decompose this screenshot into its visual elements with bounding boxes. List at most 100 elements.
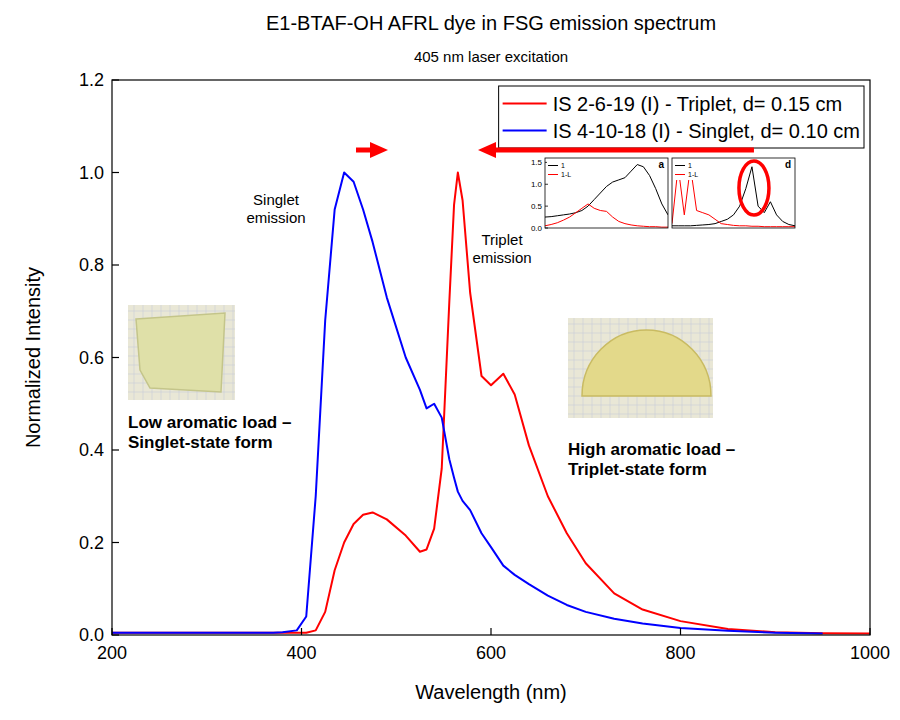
photo-grid bbox=[134, 305, 135, 400]
sample-photo bbox=[128, 305, 235, 400]
legend-swatch bbox=[503, 130, 547, 132]
arrow-head bbox=[370, 142, 388, 158]
series-group bbox=[545, 165, 668, 228]
y-tick bbox=[112, 634, 119, 635]
glass-sample bbox=[582, 330, 711, 396]
photo-grid bbox=[233, 305, 234, 400]
y-tick-label: 0.8 bbox=[79, 255, 104, 275]
series-line bbox=[672, 167, 795, 227]
legend-label: IS 4-10-18 (I) - Singlet, d= 0.10 cm bbox=[553, 120, 860, 142]
y-tick-label: 1.2 bbox=[79, 70, 104, 90]
photo-background bbox=[128, 305, 235, 400]
chart-root: 200 400 600 800 1000 0.0 0.2 0.4 0.6 0.8 1.0 1.2 Wav… bbox=[0, 0, 900, 720]
x-tick bbox=[111, 628, 112, 635]
chart-title: E1-BTAF-OH AFRL dye in FSG emission spec… bbox=[266, 12, 716, 34]
legend: IS 2-6-19 (I) - Triplet, d= 0.15 cm IS 4-… bbox=[499, 86, 864, 148]
legend-box bbox=[674, 160, 699, 180]
y-tick-label: 0.0 bbox=[79, 625, 104, 645]
x-tick-label: 200 bbox=[97, 643, 127, 663]
series-group bbox=[112, 173, 870, 634]
inset-panel: 0.00.51.01.5a11-L bbox=[531, 158, 668, 233]
highlight-ring bbox=[739, 161, 769, 215]
y-tick bbox=[112, 357, 119, 358]
x-tick-label: 400 bbox=[286, 643, 316, 663]
legend-label: 1 bbox=[688, 162, 692, 169]
legend-swatch bbox=[503, 103, 547, 105]
x-tick-label: 600 bbox=[476, 643, 506, 663]
plot-background bbox=[112, 80, 870, 635]
annotation-line: emission bbox=[246, 209, 305, 226]
plot-frame bbox=[112, 80, 870, 635]
x-tick-label: 800 bbox=[665, 643, 695, 663]
photo-grid bbox=[568, 414, 713, 415]
series-line bbox=[545, 204, 668, 227]
y-tick-label: 1.0 bbox=[531, 180, 543, 189]
series-line bbox=[672, 167, 795, 226]
legend-swatch bbox=[675, 174, 685, 175]
x-axis-title: Wavelength (nm) bbox=[415, 681, 567, 703]
arrow-head bbox=[478, 142, 496, 158]
photo-grid bbox=[568, 324, 713, 325]
legend: 11-L bbox=[674, 160, 699, 180]
legend-label: 1-L bbox=[688, 171, 698, 178]
annotation: High aromatic load –Triplet-state form bbox=[568, 440, 735, 479]
y-tick bbox=[112, 542, 119, 543]
y-tick bbox=[545, 228, 548, 229]
y-tick-label: 1.5 bbox=[531, 158, 543, 167]
plot-frame bbox=[672, 158, 795, 228]
arrows bbox=[356, 142, 769, 215]
plot-background bbox=[672, 158, 795, 228]
legend-label: 1-L bbox=[561, 171, 571, 178]
annotation-line: emission bbox=[472, 249, 531, 266]
legend-swatch bbox=[548, 174, 558, 175]
photo-grid bbox=[128, 311, 235, 312]
panel-letter: a bbox=[658, 159, 664, 170]
legend-box bbox=[499, 86, 864, 148]
x-tick-label: 1000 bbox=[850, 643, 890, 663]
y-tick-label: 0.2 bbox=[79, 533, 104, 553]
legend-box bbox=[547, 160, 572, 180]
inset-panel: d11-L bbox=[672, 158, 795, 228]
x-tick bbox=[490, 628, 491, 635]
legend-label: IS 2-6-19 (I) - Triplet, d= 0.15 cm bbox=[553, 93, 843, 115]
annotation-line: Triplet bbox=[481, 231, 523, 248]
photo-background bbox=[568, 318, 713, 418]
y-tick-label: 0.4 bbox=[79, 440, 104, 460]
annotation-line: Singlet-state form bbox=[128, 433, 273, 452]
glass-sample bbox=[136, 313, 225, 392]
y-axis-title: Normalized Intensity bbox=[22, 267, 44, 448]
series-line bbox=[112, 173, 870, 634]
annotation-line: High aromatic load – bbox=[568, 440, 735, 459]
annotation-line: Triplet-state form bbox=[568, 460, 707, 479]
plot-background bbox=[545, 158, 668, 228]
y-tick-label: 0.0 bbox=[531, 224, 543, 233]
chart-subtitle: 405 nm laser excitation bbox=[414, 48, 568, 65]
x-tick bbox=[301, 628, 302, 635]
series-line bbox=[545, 165, 668, 218]
arrow-shaft bbox=[494, 148, 754, 153]
plot-frame bbox=[545, 158, 668, 228]
y-tick bbox=[112, 264, 119, 265]
y-tick-label: 0.6 bbox=[79, 348, 104, 368]
y-tick bbox=[112, 79, 119, 80]
annotation-line: Singlet bbox=[253, 191, 300, 208]
y-tick bbox=[545, 206, 548, 207]
annotation: Singletemission bbox=[246, 191, 305, 226]
x-tick bbox=[680, 628, 681, 635]
y-tick bbox=[112, 172, 119, 173]
legend-swatch bbox=[675, 165, 685, 166]
y-tick bbox=[545, 184, 548, 185]
legend-swatch bbox=[548, 165, 558, 166]
legend-label: 1 bbox=[561, 162, 565, 169]
main-chart: 200 400 600 800 1000 0.0 0.2 0.4 0.6 0.8 1.0 1.2 Wav… bbox=[22, 12, 890, 703]
series-line bbox=[112, 173, 823, 634]
annotation-line: Low aromatic load – bbox=[128, 413, 291, 432]
arrow-shaft bbox=[356, 148, 372, 153]
y-tick-label: 1.0 bbox=[79, 163, 104, 183]
legend: 11-L bbox=[547, 160, 572, 180]
annotation: Tripletemission bbox=[472, 231, 531, 266]
y-tick-label: 0.5 bbox=[531, 202, 543, 211]
y-tick bbox=[112, 449, 119, 450]
x-tick bbox=[869, 628, 870, 635]
sample-photo bbox=[568, 318, 713, 418]
